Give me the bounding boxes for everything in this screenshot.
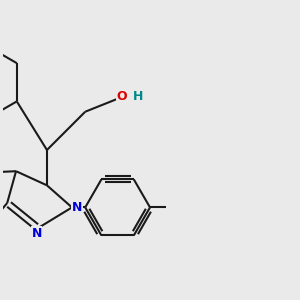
Text: N: N (72, 201, 83, 214)
Text: H: H (133, 90, 143, 103)
Text: N: N (32, 227, 42, 240)
Text: O: O (117, 90, 127, 103)
